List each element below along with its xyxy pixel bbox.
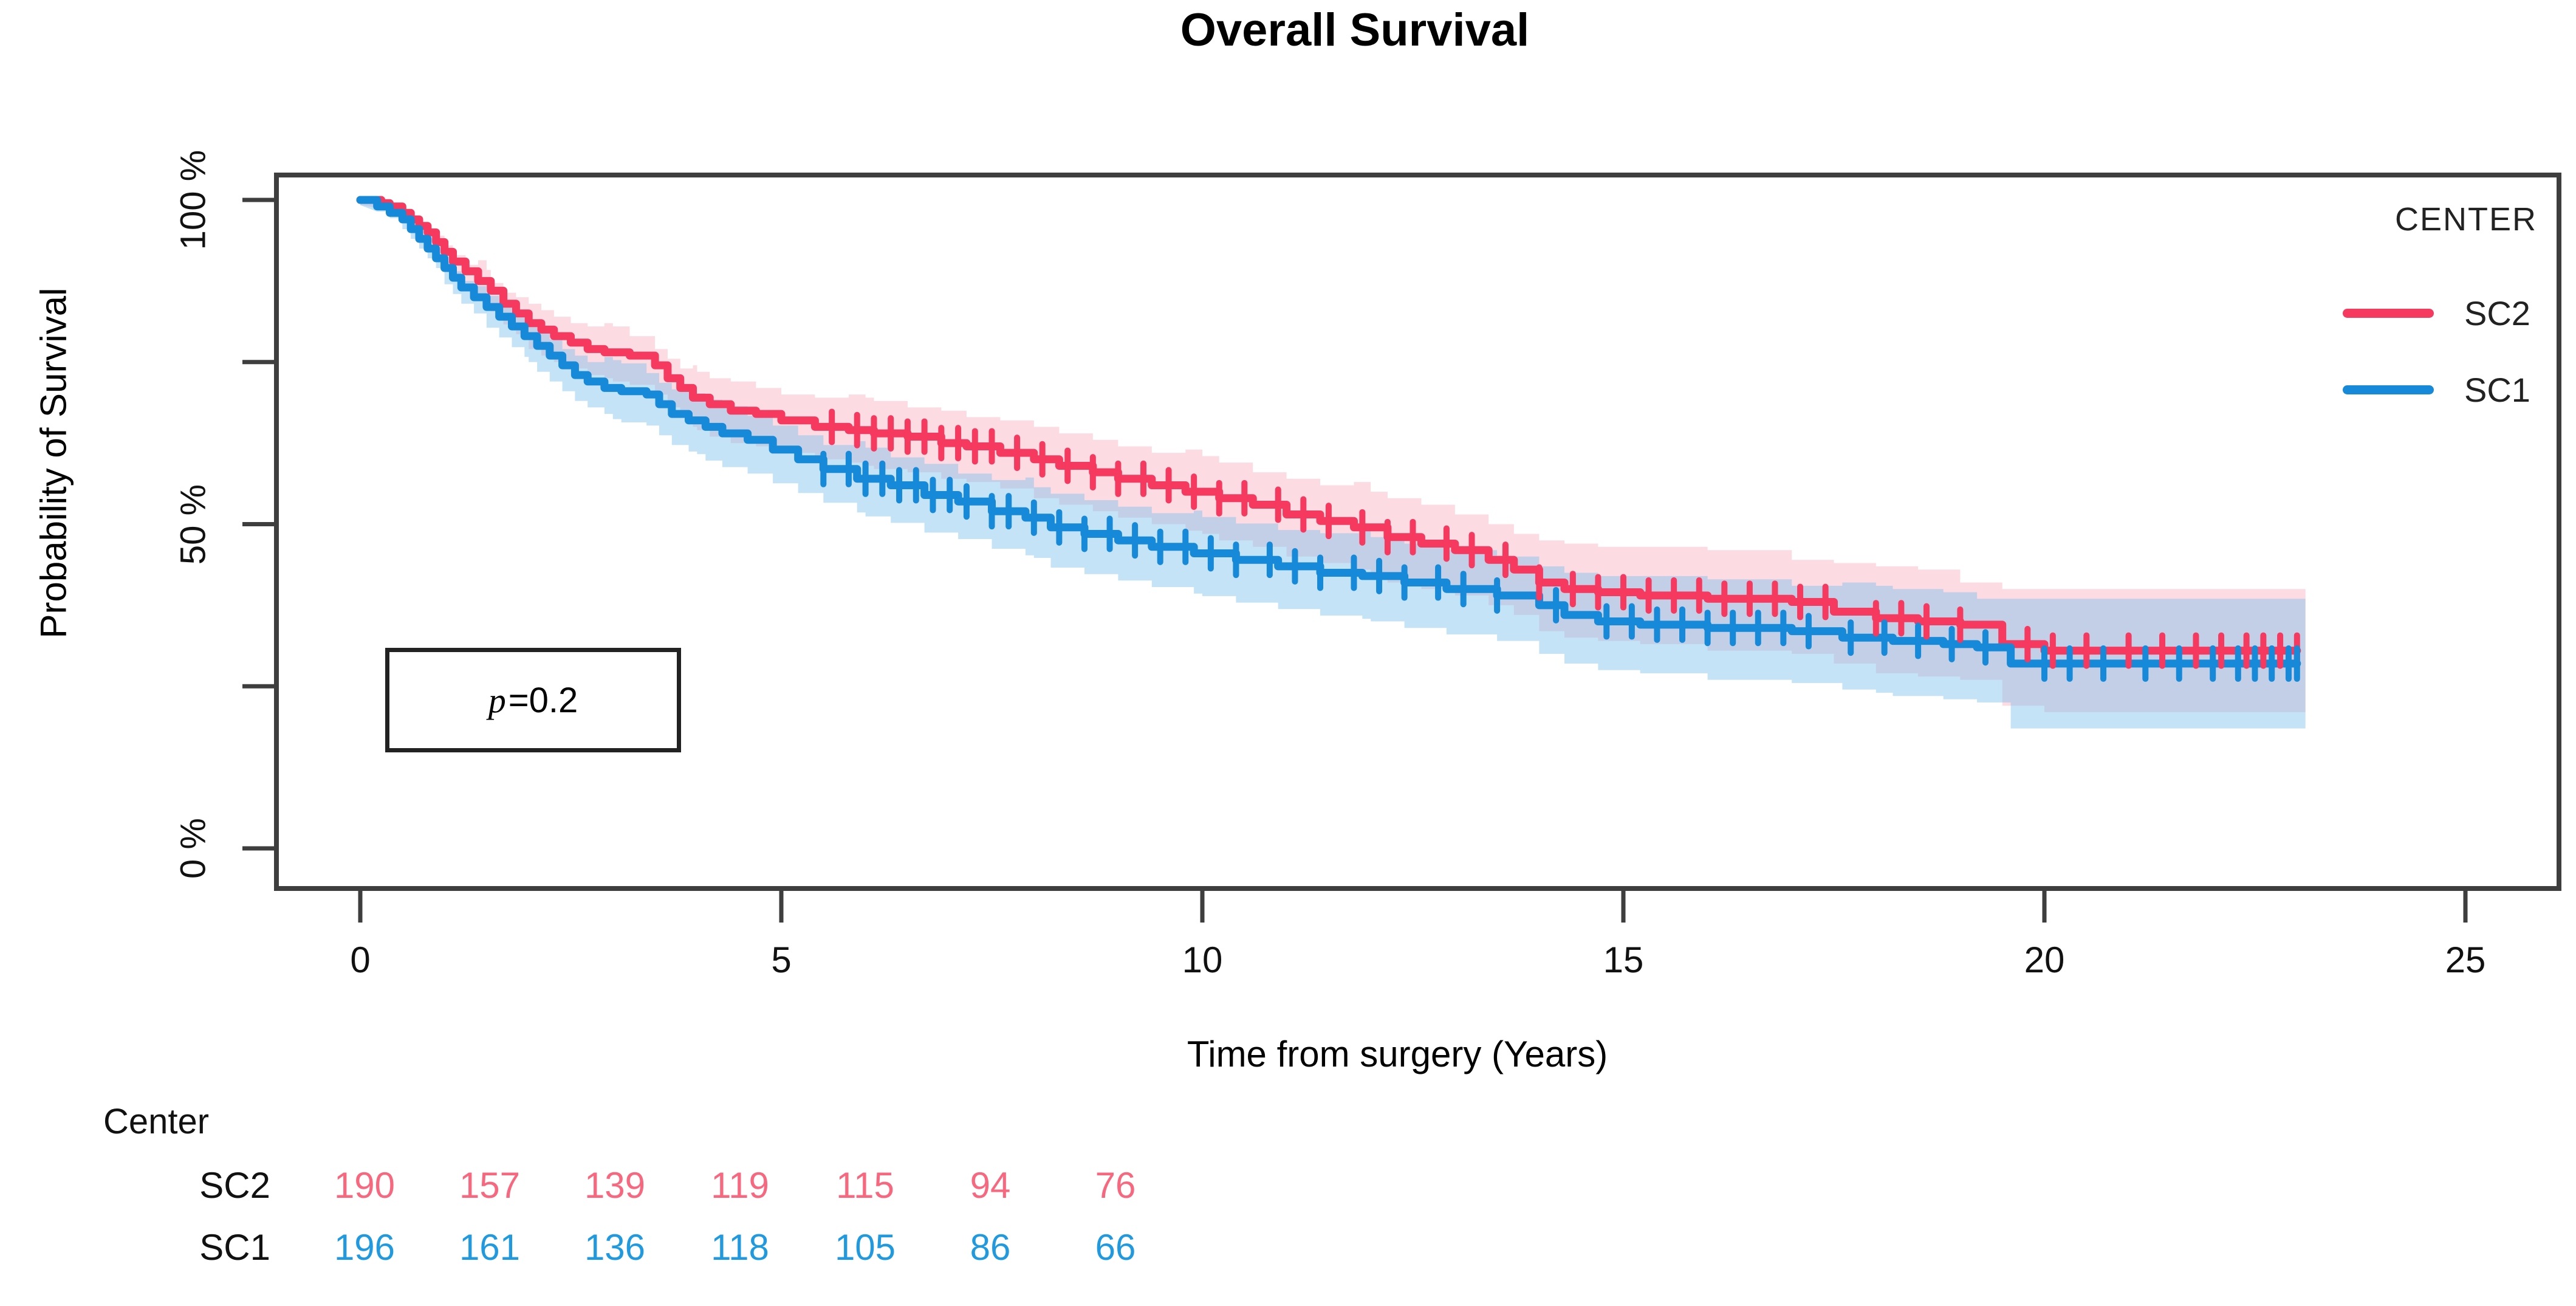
risk-count: 136 xyxy=(584,1226,646,1268)
y-axis-title: Probability of Survival xyxy=(33,287,74,639)
band-sc2 xyxy=(360,200,2306,712)
confidence-bands xyxy=(360,200,2306,729)
risk-count: 119 xyxy=(711,1164,769,1206)
risk-count: 139 xyxy=(584,1164,646,1206)
risk-row-label: SC1 xyxy=(199,1226,270,1268)
risk-row-sc2: SC2 190 157 139 119 115 94 76 xyxy=(97,1154,1178,1216)
risk-table-rows: SC2 190 157 139 119 115 94 76 SC1 196 161 136 118 105… xyxy=(97,1154,1178,1278)
plot-frame-and-ticks xyxy=(242,173,2561,923)
risk-count: 161 xyxy=(459,1226,521,1268)
risk-count: 86 xyxy=(970,1226,1011,1268)
plot-border xyxy=(274,173,2561,891)
risk-count: 190 xyxy=(334,1164,396,1206)
risk-count: 105 xyxy=(834,1226,896,1268)
x-tick-label: 10 xyxy=(1182,940,1223,980)
censor-marks xyxy=(820,408,2300,682)
x-axis-title: Time from surgery (Years) xyxy=(1187,1034,1608,1074)
legend-item-sc1: SC1 xyxy=(2282,368,2537,411)
risk-count: 115 xyxy=(836,1164,894,1206)
x-tick-label: 25 xyxy=(2445,940,2486,980)
x-tick-label: 15 xyxy=(1603,940,1644,980)
legend-title: CENTER xyxy=(2394,201,2537,238)
legend-line-sc1 xyxy=(2343,385,2434,394)
p-value-symbol: p xyxy=(488,680,506,720)
risk-count: 118 xyxy=(711,1226,769,1268)
x-tick-label: 5 xyxy=(771,940,792,980)
x-tick-label: 0 xyxy=(350,940,371,980)
risk-row-sc1: SC1 196 161 136 118 105 86 66 xyxy=(97,1216,1178,1278)
risk-count: 76 xyxy=(1095,1164,1136,1206)
x-tick-label: 20 xyxy=(2024,940,2065,980)
risk-table-header: Center xyxy=(103,1102,210,1141)
legend-label: SC2 xyxy=(2464,294,2530,332)
y-tick-label: 100 % xyxy=(173,150,213,250)
legend: CENTER SC2 SC1 xyxy=(2282,201,2537,445)
risk-count: 94 xyxy=(970,1164,1011,1206)
legend-line-sc2 xyxy=(2343,308,2434,318)
risk-row-label: SC2 xyxy=(199,1164,270,1206)
risk-count: 157 xyxy=(459,1164,521,1206)
legend-item-sc2: SC2 xyxy=(2282,292,2537,334)
risk-count: 196 xyxy=(334,1226,396,1268)
legend-label: SC1 xyxy=(2464,370,2530,409)
y-tick-label: 0 % xyxy=(173,818,213,879)
number-at-risk-table: Center SC2 190 157 139 119 115 94 76 SC1 196 161 13… xyxy=(97,1101,1178,1278)
band-sc1 xyxy=(360,200,2306,729)
curve-sc1 xyxy=(356,196,2301,668)
p-value-text: =0.2 xyxy=(508,680,578,720)
risk-count: 66 xyxy=(1095,1226,1136,1268)
y-tick-label: 50 % xyxy=(173,484,213,565)
chart-title: Overall Survival xyxy=(1180,4,1530,56)
p-value-box: p =0.2 xyxy=(385,648,681,752)
legend-items: SC2 SC1 xyxy=(2282,292,2537,411)
